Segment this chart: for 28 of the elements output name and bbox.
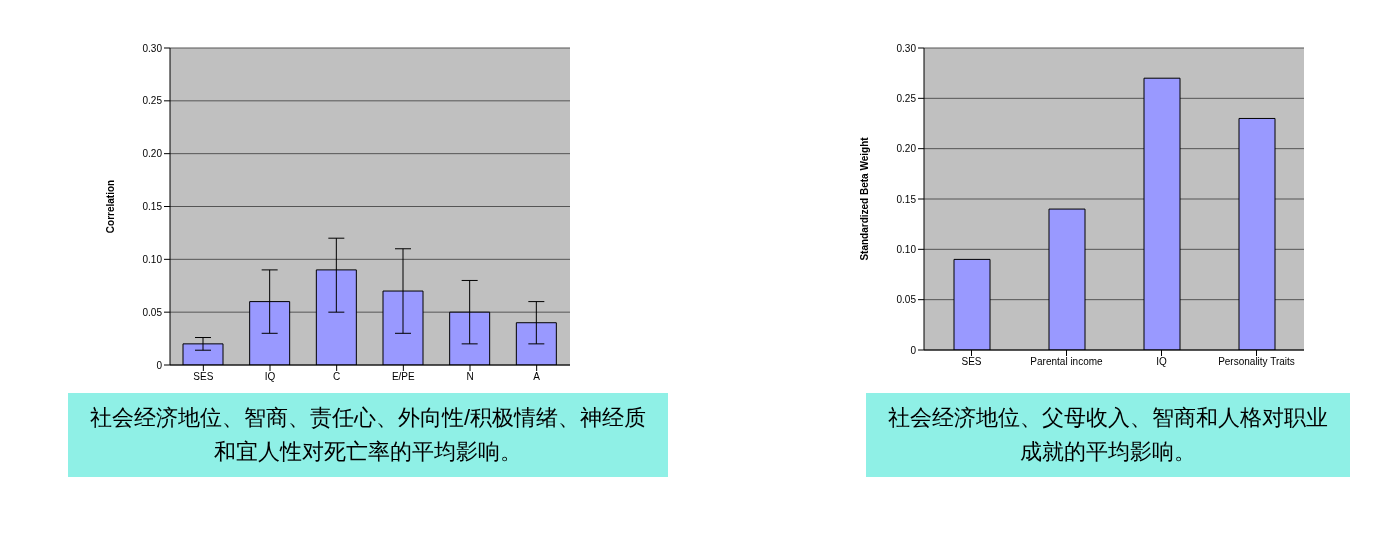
y-axis-title: Standardized Beta Weight <box>858 136 870 261</box>
x-tick-label: Parental income <box>1030 356 1104 368</box>
y-tick-label: 0 <box>910 344 917 356</box>
y-tick-label: 0.05 <box>142 306 163 318</box>
y-tick-label: 0.25 <box>896 92 917 104</box>
y-tick-label: 0 <box>156 359 163 371</box>
x-tick-label: SES <box>193 371 214 383</box>
x-tick-label: IQ <box>1156 356 1167 368</box>
y-tick-label: 0.15 <box>896 193 917 205</box>
y-tick-label: 0.05 <box>896 294 917 306</box>
x-tick-label: N <box>466 371 474 383</box>
text: 社会经济地位、父母收入、智商和人格对职业成就的平均影响。 <box>866 393 1350 477</box>
y-tick-label: 0.20 <box>142 148 163 160</box>
x-tick-label: E/PE <box>391 371 416 383</box>
x-tick-label: C <box>333 371 341 383</box>
y-tick-label: 0.10 <box>896 243 917 255</box>
y-tick-label: 0.25 <box>142 95 163 107</box>
x-tick-label: IQ <box>264 371 276 383</box>
y-tick-label: 0.30 <box>142 42 163 54</box>
y-tick-label: 0.20 <box>896 143 917 155</box>
x-tick-label: A <box>533 371 541 383</box>
y-tick-label: 0.10 <box>142 253 163 265</box>
y-tick-label: 0.15 <box>142 201 163 213</box>
y-tick-label: 0.30 <box>896 42 917 54</box>
text: 社会经济地位、智商、责任心、外向性/积极情绪、神经质和宜人性对死亡率的平均影响。 <box>68 393 668 477</box>
x-tick-label: SES <box>961 356 982 368</box>
y-axis-title: Correlation <box>104 179 116 234</box>
x-tick-label: Personality Traits <box>1218 356 1295 368</box>
